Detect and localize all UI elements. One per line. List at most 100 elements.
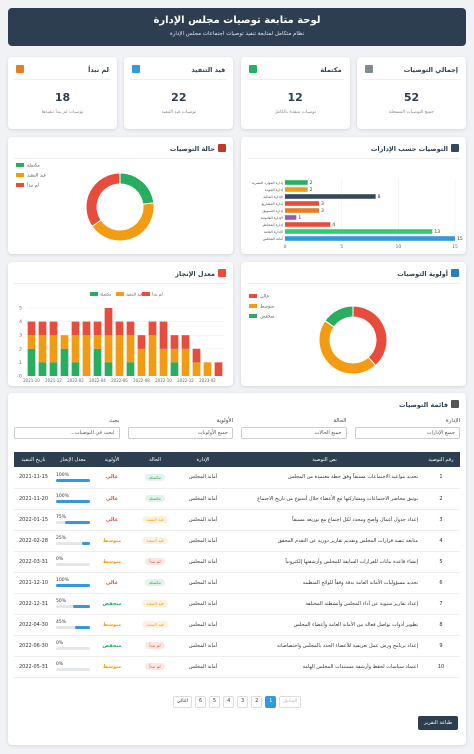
column-header: الأولوية [93,452,131,467]
cell-priority: متوسط [93,551,131,573]
page-button[interactable]: 4 [223,696,235,708]
progress-label: 100% [56,472,69,478]
column-header: الإدارة [179,452,227,467]
value-label: 8 [378,194,381,200]
segment [324,305,354,328]
bar-segment [104,308,113,336]
bar-segment [49,321,58,336]
x-tick-label: 0 [284,244,287,250]
y-tick-label: إدارة المخاطر [261,223,283,228]
page-button[interactable]: 1 [265,696,277,708]
panel-title: قائمة التوصيات [398,401,448,409]
value-label: 3 [321,201,324,207]
progress: 100% [56,494,90,503]
progress: 100% [56,578,90,587]
status-badge: مكتملة [145,579,165,586]
cell-priority: متوسط [93,656,131,678]
column-header: معدل الإنجاز [53,452,93,467]
bar-segment [82,335,91,376]
cell-text: تحديد مواعيد الاجتماعات مسبقاً وفق خطة م… [227,467,422,489]
divider [130,79,228,80]
progress-bar [73,605,90,608]
bar-segment [27,321,36,336]
x-tick-label: 2022-10 [155,378,172,383]
page-button[interactable]: 6 [194,696,207,708]
page-button[interactable]: 2 [251,696,263,708]
bar-segment [181,348,190,376]
cell-dept: أمانة المجلس [179,572,227,594]
card-subtitle: توصيات منفذة بالكامل [274,110,316,115]
divider [246,79,344,80]
page-prev[interactable]: السابق [279,696,302,708]
cell-progress: 45% [53,614,93,636]
card-title: لم تبدأ [88,66,109,74]
cell-date: 2022-06-30 [14,635,53,657]
bar-segment [137,335,146,349]
value-label: 2 [310,187,313,193]
x-tick-label: 2021-10 [23,378,40,383]
row: 9 إعداد برنامج ورش عمل تعريفية للأعضاء ال… [14,635,460,657]
progress: 0% [56,557,90,566]
progress-label: 75% [56,515,67,520]
select[interactable]: جميع الإدارات [354,427,460,439]
y-tick-label: 3 [19,333,22,339]
legend-label: لم تبدأ [152,292,163,297]
legend-label: قيد التنفيذ [126,292,143,297]
row: 7 إعداد تقارير سنوية عن أداء المجلس وأنشط… [14,593,460,615]
cell-text: إعداد جدول أعمال واضح ومحدد لكل اجتماع م… [227,509,422,531]
search-input[interactable]: ابحث في التوصيات... [14,427,120,439]
progress-bar [56,584,90,587]
chart: مكتملة قيد التنفيذ لم تبدأ [16,163,155,242]
progress-label: 0% [56,641,64,646]
y-tick-label: 0 [19,374,22,380]
legend-swatch [249,314,257,318]
status-badge: لم تبدأ [145,663,165,670]
bar-segment [214,362,223,376]
page-button[interactable]: 5 [209,696,221,708]
cell-status: مكتملة [131,572,179,594]
bar-segment [49,362,58,376]
x-tick-label: 2023-02 [199,378,216,383]
page-button[interactable]: 3 [237,696,249,708]
cell-text: تحديد مسؤوليات الأمانة العامة بدقة وفقاً… [227,572,422,594]
cell-id: 9 [422,635,460,657]
progress-label: 0% [56,662,64,667]
row: 8 تطوير أدوات تواصل فعالة بين الأمانة الع… [14,614,460,636]
cell-priority: متوسط [93,530,131,552]
cell-date: 2021-11-15 [14,467,53,489]
progress-track [56,542,90,545]
select[interactable]: جميع الحالات [241,427,347,439]
cell-id: 1 [422,467,460,489]
panel-title: التوصيات حسب الإدارات [370,145,448,153]
cell-dept: أمانة المجلس [179,635,227,657]
icon [451,269,459,277]
bar-segment [115,335,124,376]
progress-track [56,605,90,608]
legend-swatch [249,294,257,298]
page-next[interactable]: التالي [172,696,192,708]
bar-segment [27,348,36,376]
progress: 50% [56,599,90,608]
bar-segment [159,321,168,349]
y-tick-label: إدارة المشاريع [262,202,283,207]
row: 3 إعداد جدول أعمال واضح ومحدد لكل اجتماع … [14,509,460,531]
cell-date: 2022-01-15 [14,509,53,531]
y-tick-label: 5 [19,306,22,312]
bar [285,229,433,234]
card-title: قيد التنفيذ [191,66,226,74]
y-tick-label: إدارة الجودة [265,188,283,193]
progress-track [56,668,90,671]
cell-date: 2022-05-31 [14,656,53,678]
cell-status: قيد التنفيذ [131,593,179,615]
segment [318,319,377,375]
print-button[interactable]: طباعة التقرير [418,716,458,730]
select[interactable]: جميع الأولويات [127,427,233,439]
segment [91,202,155,242]
progress: 0% [56,641,90,650]
progress-label: 100% [56,578,69,583]
bar [285,194,376,199]
card-subtitle: توصيات قيد التنفيذ [161,110,197,115]
cell-id: 4 [422,530,460,552]
cell-id: 5 [422,551,460,573]
y-tick-label: 1 [19,360,22,366]
